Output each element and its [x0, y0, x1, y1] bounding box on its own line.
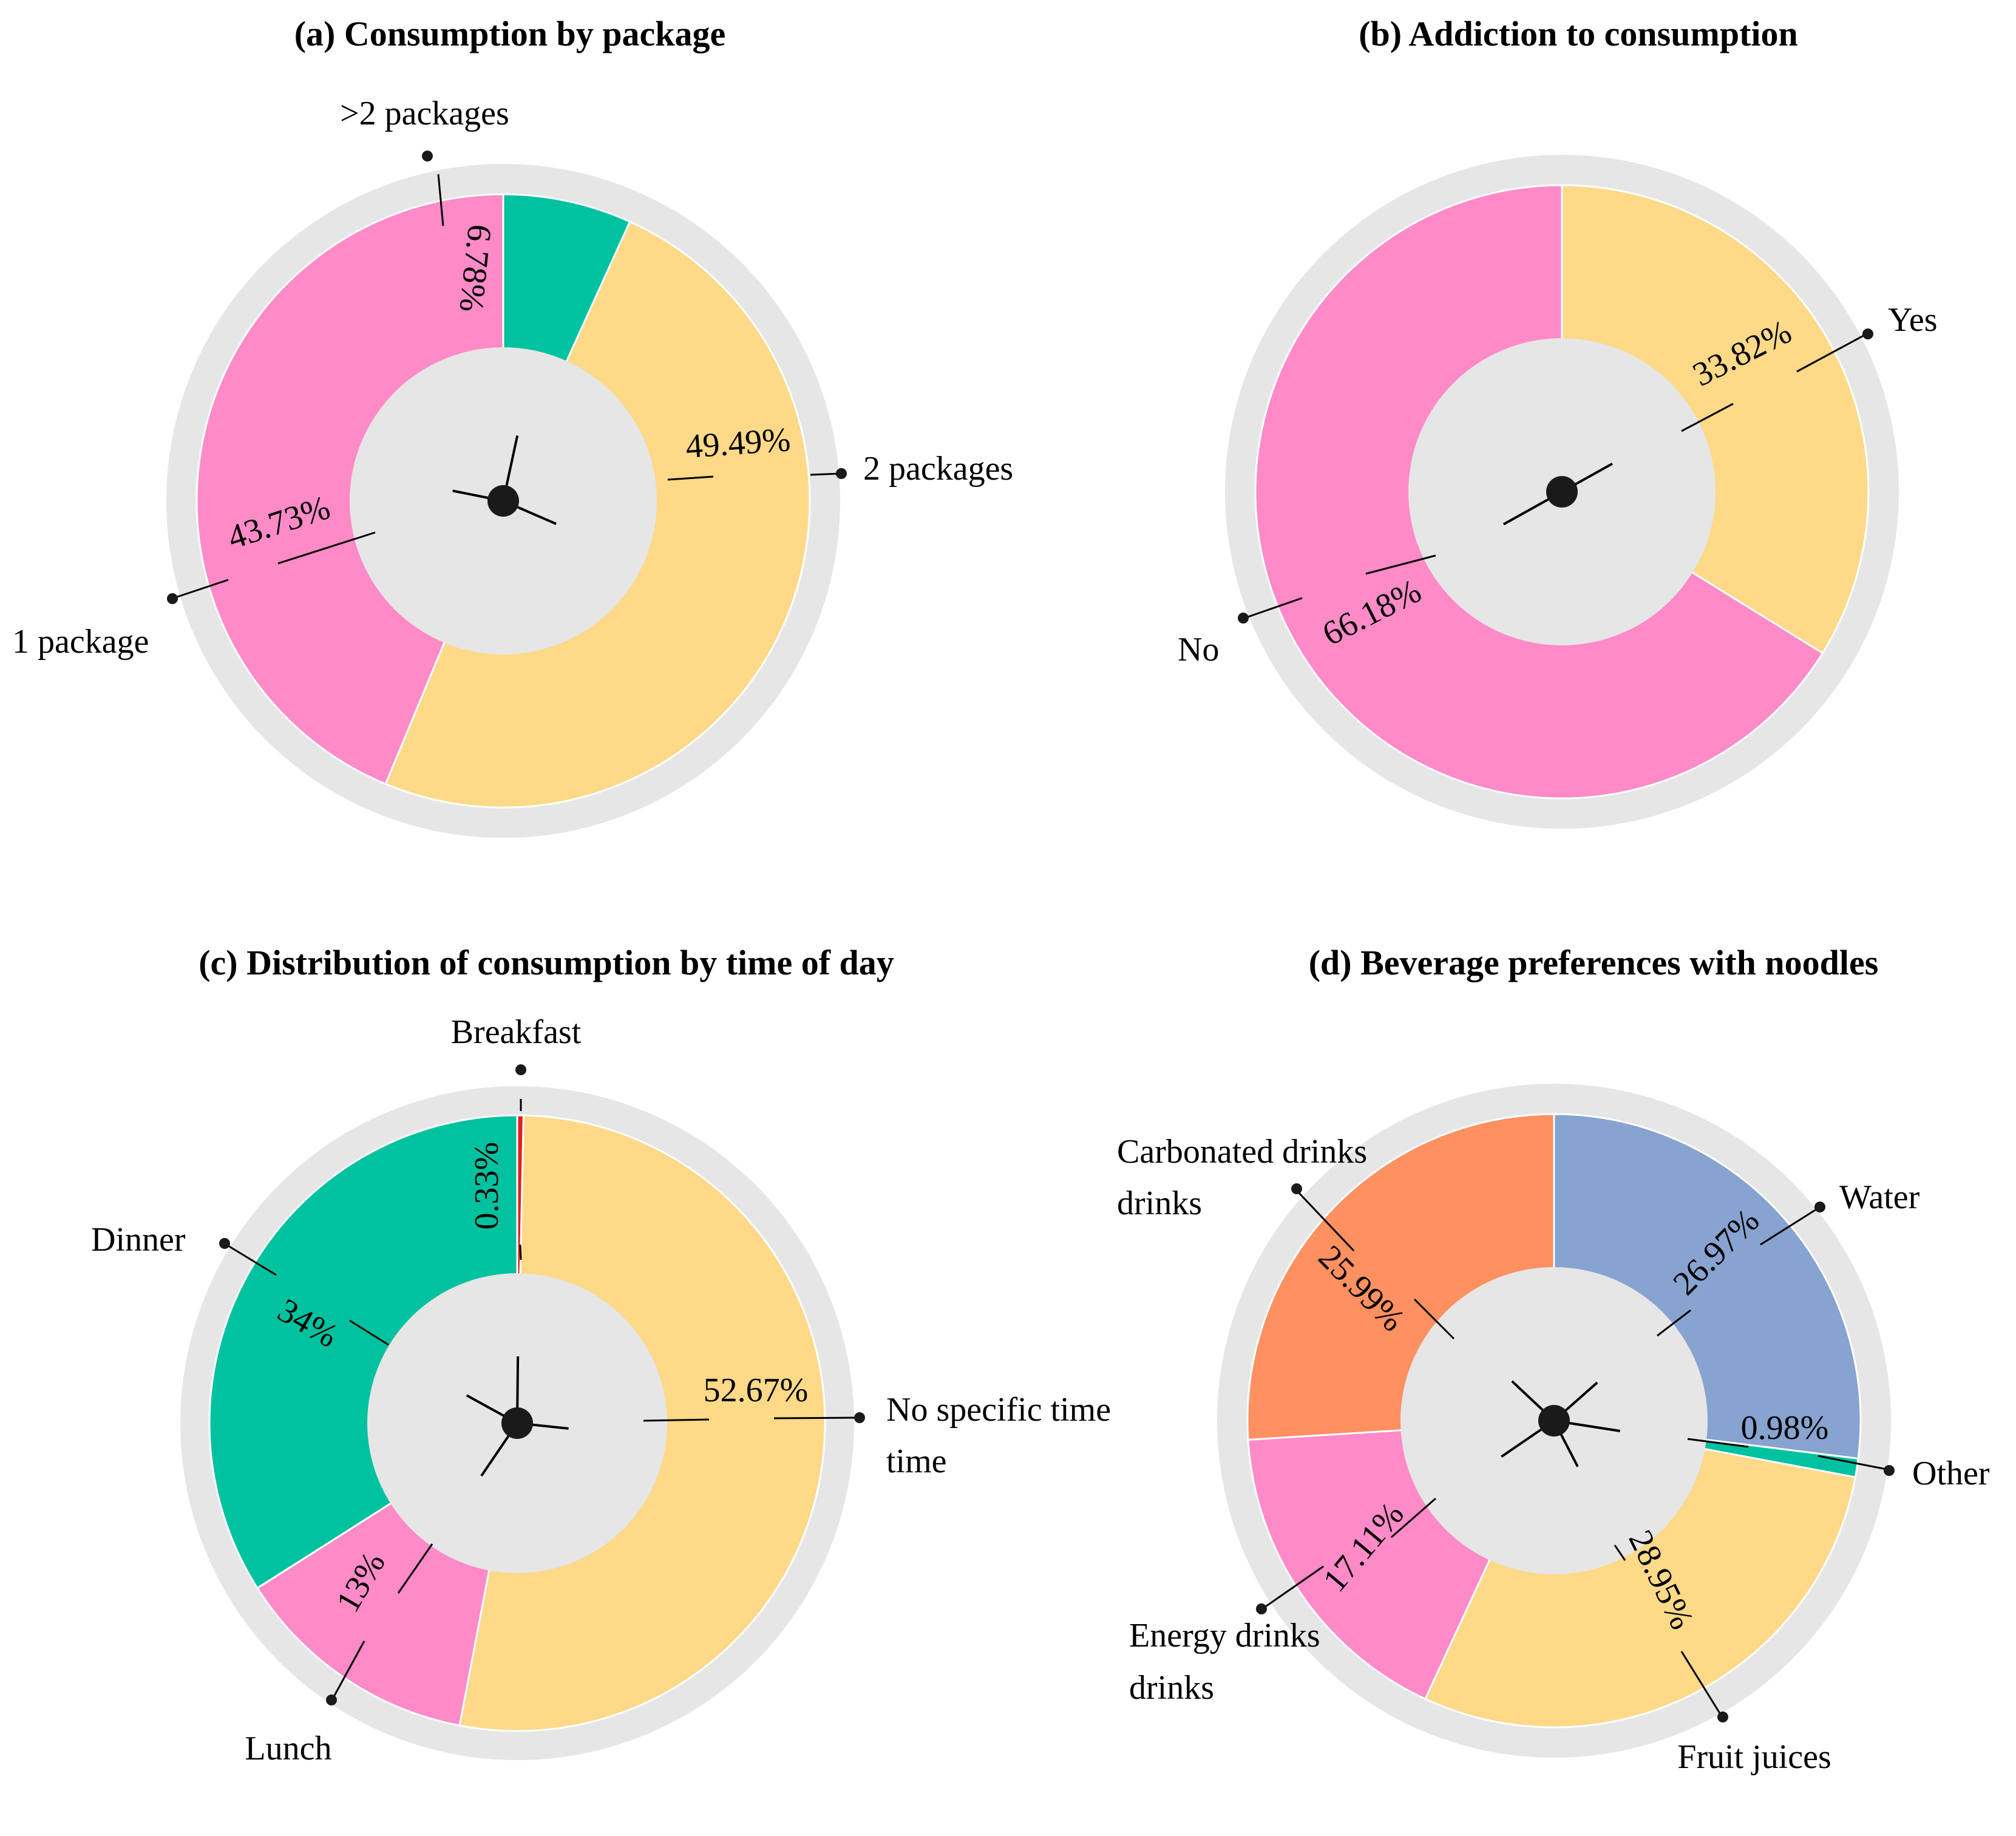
slice-label: Other: [1912, 1455, 1990, 1492]
slice-label-line2: drinks: [1129, 1669, 1214, 1707]
slice-label: >2 packages: [340, 95, 509, 132]
center-dot: [487, 485, 519, 517]
chart-panel-d: (d) Beverage preferences with noodles Wa…: [1117, 943, 1990, 1776]
chart-title: (a) Consumption by package: [294, 14, 726, 53]
chart-title: (c) Distribution of consumption by time …: [199, 943, 894, 982]
chart-title: (b) Addiction to consumption: [1359, 14, 1798, 53]
slice-label: Fruit juices: [1677, 1738, 1831, 1776]
slice-value-label: 0.33%: [468, 1142, 506, 1230]
slice-label: Carbonated drinks: [1117, 1133, 1367, 1171]
slice-value-label: 0.98%: [1741, 1409, 1829, 1447]
slice-label: 2 packages: [863, 450, 1013, 488]
slice-label: No specific time: [886, 1391, 1111, 1429]
chart-panel-b: (b) Addiction to consumption Yes 33.82% …: [1178, 14, 1937, 829]
chart-title: (d) Beverage preferences with noodles: [1309, 943, 1879, 982]
slice-label: Yes: [1888, 301, 1937, 339]
callout-other: Other 0.98%: [1687, 1409, 1990, 1492]
center-dot: [1546, 476, 1578, 508]
callout-2-packages: 2 packages 49.49%: [667, 421, 1013, 488]
callout-no-specific-time: No specific time time 52.67%: [643, 1372, 1111, 1480]
slice-1-package: [195, 193, 504, 786]
slice-label: Energy drinks: [1129, 1617, 1320, 1654]
chart-panel-a: (a) Consumption by package >2 packages 6…: [12, 14, 1013, 838]
slice-label: Breakfast: [451, 1013, 582, 1051]
center-dot: [501, 1407, 533, 1439]
slice-label: Dinner: [91, 1221, 186, 1259]
slice-value-label: 6.78%: [452, 223, 499, 314]
center-dot: [1538, 1405, 1570, 1436]
slice-label-line2: drinks: [1117, 1185, 1202, 1222]
slice-label: Lunch: [245, 1730, 331, 1767]
slice-value-label: 49.49%: [684, 421, 792, 466]
slice-label: No: [1178, 631, 1219, 668]
chart-panel-c: (c) Distribution of consumption by time …: [91, 943, 1111, 1767]
callout-gt2-packages: >2 packages 6.78%: [340, 95, 509, 314]
slice-label-line2: time: [886, 1443, 947, 1480]
callout-breakfast: Breakfast 0.33%: [451, 1013, 582, 1260]
slice-label: 1 package: [12, 623, 149, 661]
slice-value-label: 52.67%: [704, 1372, 809, 1409]
slice-label: Water: [1839, 1178, 1920, 1216]
